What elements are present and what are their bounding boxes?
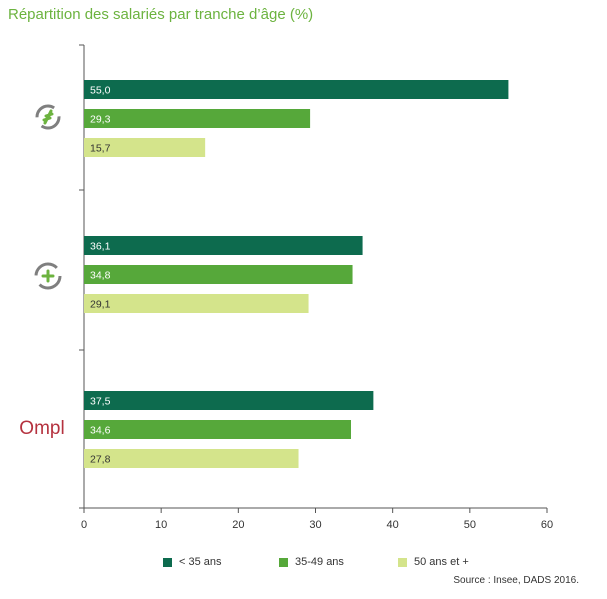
bar-value-label: 55,0 xyxy=(90,85,111,97)
bar xyxy=(84,420,351,439)
source-note: Source : Insee, DADS 2016. xyxy=(453,575,579,586)
bar xyxy=(84,236,363,255)
x-tick-label: 10 xyxy=(155,519,167,531)
bar-value-label: 27,8 xyxy=(90,454,111,466)
bar xyxy=(84,109,311,128)
legend-swatch xyxy=(163,557,172,567)
bar-value-label: 34,8 xyxy=(90,270,111,282)
bar-value-label: 29,1 xyxy=(90,299,111,311)
bar-value-label: 37,5 xyxy=(90,396,111,408)
legend-label: < 35 ans xyxy=(179,556,222,568)
bar xyxy=(84,294,309,313)
bar xyxy=(84,80,509,99)
bar xyxy=(84,391,374,410)
bar-value-label: 34,6 xyxy=(90,425,111,437)
bar xyxy=(84,449,299,468)
legend-item-35-49: 35-49 ans xyxy=(279,556,344,568)
chart-title: Répartition des salariés par tranche d’â… xyxy=(8,6,314,23)
legend-swatch xyxy=(398,557,407,567)
x-tick-label: 0 xyxy=(81,519,87,531)
x-tick-label: 30 xyxy=(309,519,321,531)
legend-item-50-plus: 50 ans et + xyxy=(398,556,469,568)
chart-bars: 55,0 36,1 37,5 29,3 34,8 34,6 15,7 29,1 27,8 xyxy=(84,80,509,468)
bar xyxy=(84,265,353,284)
recycle-logo-icon xyxy=(35,104,61,130)
plus-logo-icon xyxy=(34,262,62,290)
legend-label: 35-49 ans xyxy=(295,556,344,568)
x-tick-label: 40 xyxy=(387,519,399,531)
bar-value-label: 29,3 xyxy=(90,114,111,126)
ompl-logo-icon: Ompl xyxy=(19,418,64,439)
bar-value-label: 36,1 xyxy=(90,241,111,253)
legend-item-under-35: < 35 ans xyxy=(163,556,222,568)
bar xyxy=(84,138,206,157)
x-tick-label: 20 xyxy=(232,519,244,531)
legend-swatch xyxy=(279,557,288,567)
chart-x-ticks: 0 10 20 30 40 50 60 xyxy=(81,508,553,531)
x-tick-label: 50 xyxy=(464,519,476,531)
bar-value-label: 15,7 xyxy=(90,143,111,155)
legend-label: 50 ans et + xyxy=(414,556,469,568)
x-tick-label: 60 xyxy=(541,519,553,531)
